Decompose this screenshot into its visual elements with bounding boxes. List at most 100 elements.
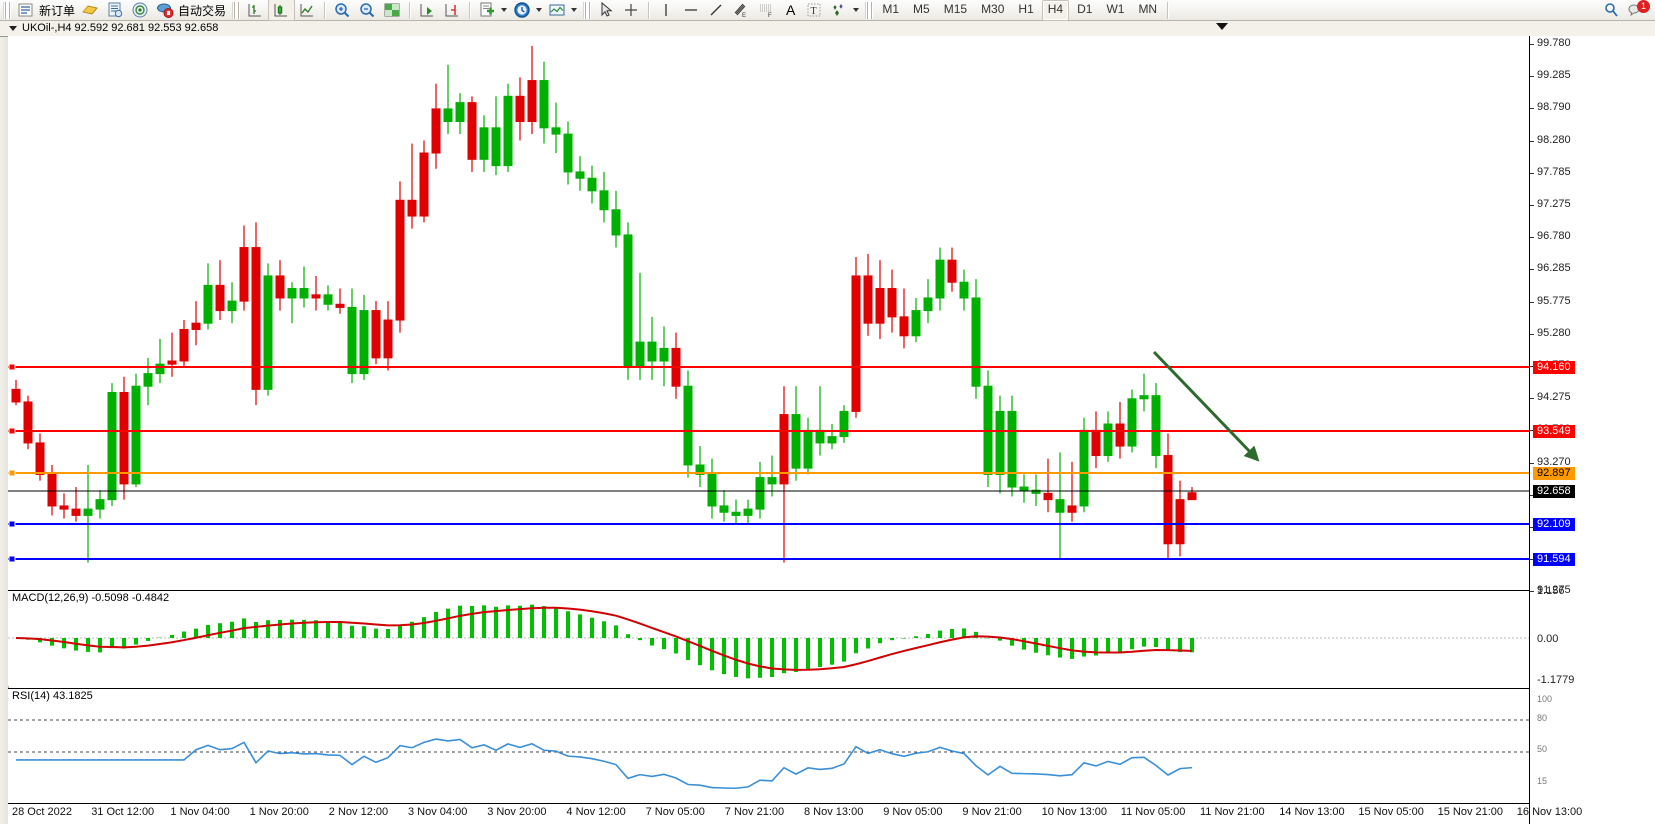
time-tick-label: 3 Nov 20:00 xyxy=(487,806,547,818)
candle-body xyxy=(239,247,249,302)
chevron-down-icon-2[interactable] xyxy=(536,8,543,12)
last-price-92658[interactable]: 92.658 xyxy=(1533,485,1575,498)
candle-body xyxy=(95,499,105,510)
timeframe-h4[interactable]: H4 xyxy=(1041,0,1070,21)
candlestick-chart-button[interactable] xyxy=(268,0,296,21)
price-tick-mark xyxy=(1530,76,1534,78)
candle-body xyxy=(371,310,381,359)
horizontal-line-button[interactable] xyxy=(679,0,704,20)
timeframe-w1[interactable]: W1 xyxy=(1106,1,1125,16)
trendline-button[interactable] xyxy=(704,0,729,20)
candle-body xyxy=(1043,492,1053,501)
vertical-line-button[interactable] xyxy=(654,0,679,20)
candle-body xyxy=(515,95,525,123)
auto-scroll-button[interactable] xyxy=(415,0,440,20)
timeframe-m15[interactable]: M15 xyxy=(943,1,968,16)
chevron-down-icon-3[interactable] xyxy=(571,8,578,12)
line-chart-button[interactable] xyxy=(295,0,320,20)
toolbar-grip-2[interactable] xyxy=(232,1,241,19)
toolbar-separator-2 xyxy=(409,1,412,19)
crosshair-button[interactable] xyxy=(619,0,644,20)
toolbar-grip[interactable] xyxy=(3,1,11,19)
data-window-button[interactable] xyxy=(103,0,128,20)
price-tick-mark xyxy=(1530,269,1534,271)
chevron-down-icon[interactable] xyxy=(501,8,508,12)
zoom-out-button[interactable] xyxy=(355,0,380,20)
fibonacci-button[interactable]: F xyxy=(754,0,779,20)
templates-button[interactable] xyxy=(545,0,580,20)
macd-pane[interactable]: MACD(12,26,9) -0.5098 -0.4842 xyxy=(8,590,1529,686)
timeframe-m5[interactable]: M5 xyxy=(913,1,930,16)
bar-chart-icon xyxy=(246,1,265,19)
candle-body xyxy=(1007,410,1017,488)
price-tick-label: 98.790 xyxy=(1537,101,1571,114)
time-tick-label: 14 Nov 13:00 xyxy=(1279,806,1345,818)
candle-body xyxy=(947,259,957,283)
periods-button[interactable] xyxy=(510,0,545,20)
chart-shift-button[interactable] xyxy=(440,0,465,20)
toolbar-separator-5 xyxy=(1167,1,1170,19)
toolbar-grip-4[interactable] xyxy=(865,1,874,19)
support-level-92109[interactable]: 92.109 xyxy=(1533,518,1575,531)
price-pane[interactable] xyxy=(8,36,1529,590)
price-tick-label: 95.280 xyxy=(1537,326,1571,339)
candle-body xyxy=(1031,489,1041,494)
bar-chart-button[interactable] xyxy=(243,0,268,20)
timeframe-m1[interactable]: M1 xyxy=(882,1,900,16)
timeframe-mn[interactable]: MN xyxy=(1138,1,1158,16)
price-scale[interactable]: 99.780 99.285 98.790 98.280 97.785 97.275 96.7… xyxy=(1529,36,1655,824)
toolbar-grip-3[interactable] xyxy=(583,1,592,19)
price-tick-mark xyxy=(1530,108,1534,110)
equidistant-channel-button[interactable]: E xyxy=(729,0,754,20)
resistance-level-93549[interactable]: 93.549 xyxy=(1533,425,1575,438)
candle-body xyxy=(191,322,201,330)
rsi-pane[interactable]: RSI(14) 43.1825 xyxy=(8,688,1529,803)
folder-yellow-icon xyxy=(81,1,100,19)
macd-tick-label: 0.00 xyxy=(1537,633,1559,645)
chevron-down-icon-4[interactable] xyxy=(853,8,860,12)
text-label-button[interactable]: T xyxy=(802,0,827,20)
text-button[interactable]: A xyxy=(779,0,802,20)
pivot-level-92897[interactable]: 92.897 xyxy=(1533,467,1575,480)
zoom-in-button[interactable] xyxy=(330,0,355,20)
chart-window[interactable]: UKOil-,H4 92.592 92.681 92.553 92.658 xyxy=(0,21,1655,824)
chart-grid-button[interactable] xyxy=(380,0,405,20)
chat-notification-button[interactable]: 1 xyxy=(1624,0,1650,20)
autotrading-button[interactable]: 自动交易 xyxy=(153,0,229,20)
price-tick-label: 99.285 xyxy=(1537,69,1571,82)
zoom-out-icon xyxy=(358,1,377,19)
price-tick-label: 99.780 xyxy=(1537,37,1571,49)
cursor-button[interactable] xyxy=(594,0,619,20)
candle-body xyxy=(923,297,933,312)
resistance-level-94160[interactable]: 94.160 xyxy=(1533,361,1575,374)
text-icon: A xyxy=(786,2,796,18)
market-watch-button[interactable] xyxy=(78,0,103,20)
add-indicator-icon xyxy=(478,1,497,19)
timeframe-m30[interactable]: M30 xyxy=(981,1,1005,16)
candle-body xyxy=(203,284,213,324)
new-order-button[interactable]: 新订单 xyxy=(14,0,78,20)
new-order-icon xyxy=(17,1,36,19)
new-order-label: 新订单 xyxy=(39,3,76,18)
candle-body xyxy=(779,414,789,485)
shapes-button[interactable] xyxy=(827,0,862,20)
candle-body xyxy=(539,80,549,129)
candle-body xyxy=(623,234,633,368)
candle-body xyxy=(407,199,417,217)
line-chart-icon xyxy=(298,1,317,19)
price-tick-mark xyxy=(1530,205,1534,206)
navigator-button[interactable] xyxy=(128,0,153,20)
collapse-triangle-icon[interactable] xyxy=(9,26,17,31)
rsi-chart-svg xyxy=(8,719,1529,790)
time-scale[interactable]: 28 Oct 2022 31 Oct 12:00 1 Nov 04:00 1 Nov … xyxy=(8,803,1582,824)
time-tick-label: 28 Oct 2022 xyxy=(12,806,72,818)
indicators-button[interactable] xyxy=(475,0,510,20)
search-button[interactable] xyxy=(1599,0,1624,20)
price-tick-label: 94.275 xyxy=(1537,391,1571,404)
timeframe-h1[interactable]: H1 xyxy=(1018,1,1034,16)
candle-body xyxy=(479,127,489,160)
support-level-91594[interactable]: 91.594 xyxy=(1533,553,1575,566)
timeframe-d1[interactable]: D1 xyxy=(1077,1,1093,16)
candle-body xyxy=(551,127,561,135)
data-window-icon xyxy=(106,1,125,19)
